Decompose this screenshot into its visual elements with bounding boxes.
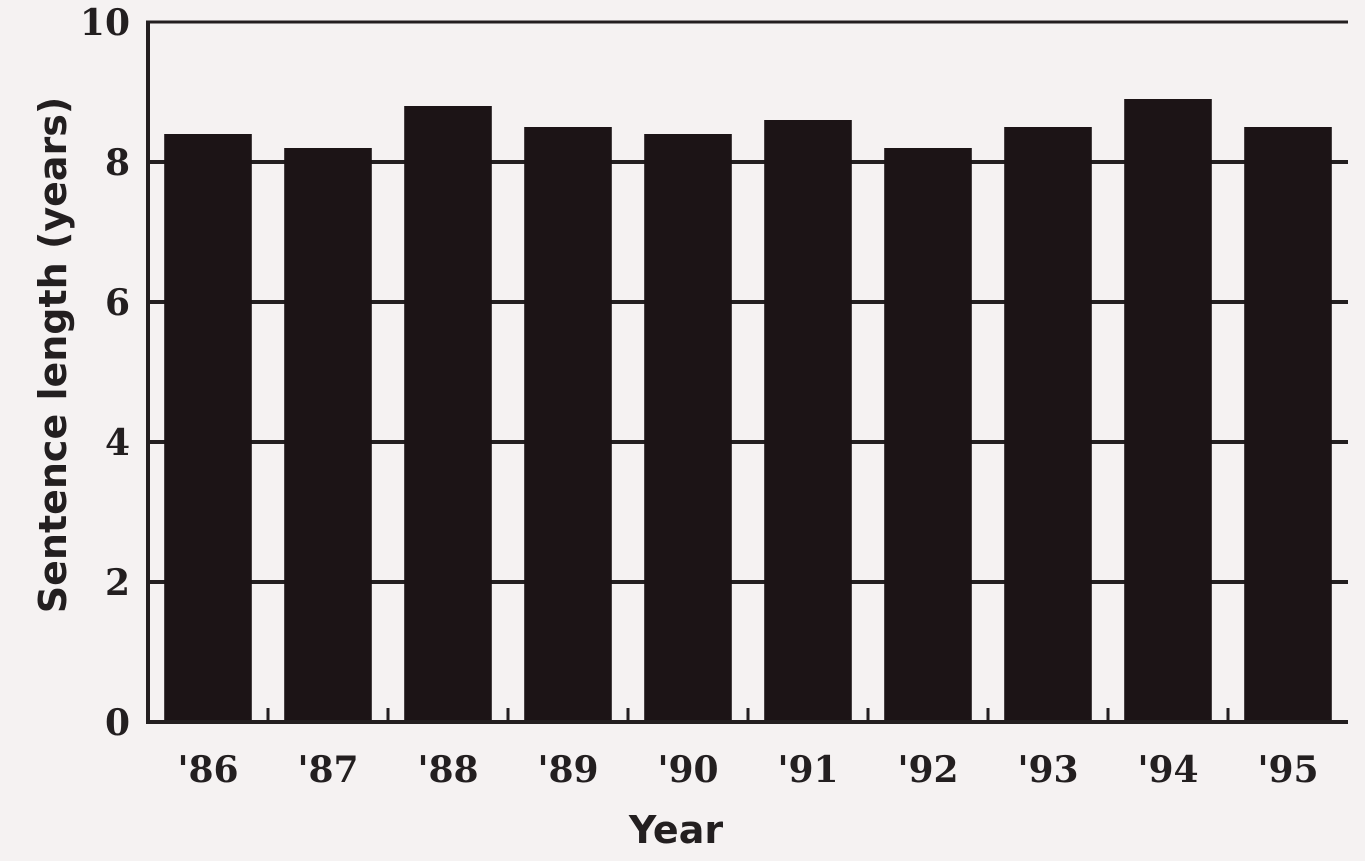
y-axis-title: Sentence length (years)	[31, 97, 75, 614]
y-tick-label: 6	[105, 282, 130, 324]
x-tick-label: '86	[177, 749, 238, 791]
x-tick-label: '94	[1137, 749, 1198, 791]
bar-8	[1124, 99, 1212, 722]
bar-3	[524, 127, 612, 722]
bar-7	[1004, 127, 1092, 722]
bars	[164, 99, 1332, 722]
x-tick-label: '93	[1017, 749, 1078, 791]
x-axis-title: Year	[628, 808, 723, 852]
bar-5	[764, 120, 852, 722]
bar-6	[884, 148, 972, 722]
x-tick-label: '88	[417, 749, 478, 791]
y-tick-label: 4	[105, 422, 130, 464]
bar-4	[644, 134, 732, 722]
bar-2	[404, 106, 492, 722]
y-tick-label: 8	[105, 142, 130, 184]
x-tick-label: '90	[657, 749, 718, 791]
bar-9	[1244, 127, 1332, 722]
x-tick-labels: '86 '87 '88 '89 '90 '91 '92 '93 '94 '95	[177, 749, 1318, 791]
x-tick-label: '87	[297, 749, 358, 791]
x-tick-label: '91	[777, 749, 838, 791]
x-tick-label: '95	[1257, 749, 1318, 791]
y-tick-label: 10	[80, 2, 130, 44]
x-tick-marks	[266, 708, 1230, 722]
y-tick-label: 2	[105, 562, 130, 604]
y-tick-label: 0	[105, 702, 130, 744]
bar-1	[284, 148, 372, 722]
y-tick-labels: 0 2 4 6 8 10	[80, 2, 130, 744]
x-tick-label: '92	[897, 749, 958, 791]
bar-0	[164, 134, 252, 722]
x-tick-label: '89	[537, 749, 598, 791]
